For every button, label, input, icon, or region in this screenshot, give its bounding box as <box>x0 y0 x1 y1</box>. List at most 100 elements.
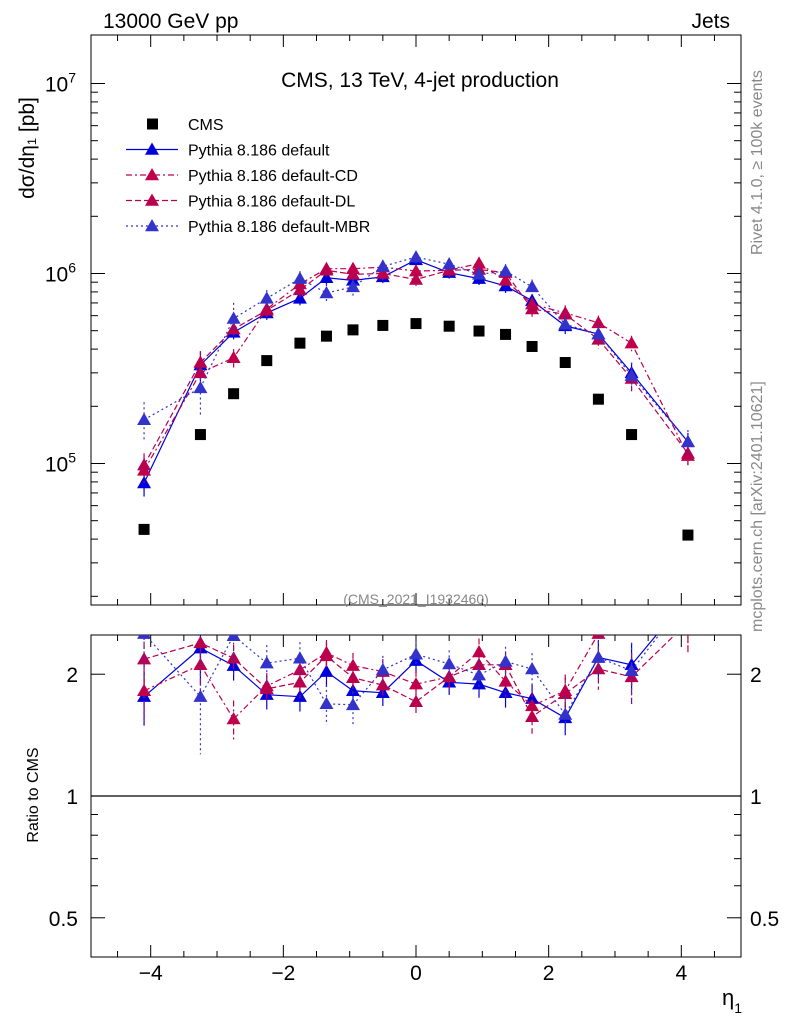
ratio-marker <box>498 654 513 667</box>
cms-data-point <box>320 330 332 342</box>
series-marker <box>409 250 423 263</box>
series-marker <box>319 263 334 276</box>
series-line <box>143 256 689 443</box>
ratio-marker <box>472 644 487 658</box>
legend-swatch-marker <box>145 142 159 155</box>
series-marker <box>375 259 390 272</box>
cms-data-point <box>682 529 694 541</box>
ratio-y-tick-label-left: 1 <box>66 786 78 809</box>
ticks-layer: −4 −2 0 2 4 105 106 107 0.5 0.5 1 1 2 2 <box>45 35 779 985</box>
series-marker <box>375 266 390 279</box>
cms-data-point <box>592 393 604 405</box>
series-marker <box>292 282 307 296</box>
analysis-id: (CMS_2021_I1932460) <box>343 591 489 607</box>
series-0 <box>138 318 694 541</box>
legend-label: Pythia 8.186 default-DL <box>188 194 355 211</box>
ratio-line <box>143 635 676 718</box>
ratio-y-tick-label-left: 2 <box>66 664 78 687</box>
ratio-marker <box>226 711 241 725</box>
ratio-marker <box>558 686 573 699</box>
series-marker <box>498 264 513 277</box>
ratio-marker <box>375 662 390 676</box>
ratio-marker <box>591 650 606 663</box>
ratio-marker <box>193 689 208 702</box>
rivet-label: Rivet 4.1.0, ≥ 100k events <box>749 70 766 255</box>
ratio-marker <box>226 635 241 641</box>
cms-data-point <box>559 357 571 369</box>
legend-label: Pythia 8.186 default-MBR <box>188 219 370 236</box>
legend-item: Pythia 8.186 default-CD <box>126 168 358 185</box>
series-marker <box>259 291 274 304</box>
cms-data-point <box>626 429 638 441</box>
ratio-marker <box>681 620 695 632</box>
series-marker <box>558 317 573 330</box>
series-marker <box>137 412 152 425</box>
ratio-marker <box>319 696 334 710</box>
series-3 <box>137 262 695 479</box>
ratio-marker <box>525 709 540 722</box>
series-marker <box>345 267 360 280</box>
x-tick-label: −4 <box>139 962 163 985</box>
y-tick-label: 107 <box>45 70 76 97</box>
ratio-marker <box>292 675 307 688</box>
series-marker <box>558 307 573 320</box>
series-marker <box>259 303 274 316</box>
cms-data-point <box>294 337 306 349</box>
ratio-series-layer <box>137 590 695 755</box>
cms-data-point <box>194 429 206 441</box>
y-tick-label: 105 <box>45 450 76 477</box>
series-marker <box>193 380 208 394</box>
cms-data-point <box>410 318 422 330</box>
series-marker <box>591 327 606 340</box>
series-marker <box>624 336 639 349</box>
ratio-marker <box>472 677 487 690</box>
ratio-y-tick-label-right: 2 <box>750 664 762 687</box>
ratio-marker <box>558 707 573 720</box>
ratio-marker <box>319 664 334 677</box>
legend-item: Pythia 8.186 default <box>126 142 330 160</box>
series-4 <box>137 250 695 456</box>
legend-item: Pythia 8.186 default-DL <box>126 193 355 211</box>
series-marker <box>226 311 241 324</box>
series-marker <box>319 285 334 299</box>
ratio-marker <box>137 683 152 697</box>
cms-data-point <box>347 324 359 336</box>
ratio-marker <box>681 590 695 602</box>
ratio-y-tick-label-right: 0.5 <box>750 908 779 931</box>
header-right: Jets <box>691 10 730 33</box>
ratio-marker <box>498 674 513 687</box>
ratio-marker <box>345 683 360 697</box>
legend-item: CMS <box>147 117 224 134</box>
legend-label: Pythia 8.186 default-CD <box>188 168 358 185</box>
ratio-marker <box>259 656 274 669</box>
mcplots-label: mcplots.cern.ch [arXiv:2401.10621] <box>749 381 766 632</box>
ratio-marker <box>137 635 152 639</box>
cms-data-point <box>443 320 455 332</box>
series-marker <box>680 434 695 448</box>
series-marker <box>442 257 457 270</box>
series-marker <box>525 302 540 315</box>
ratio-marker <box>319 648 334 662</box>
cms-data-point <box>377 319 389 331</box>
legend-swatch-marker <box>145 168 159 181</box>
ratio-marker <box>345 697 360 711</box>
series-marker <box>498 273 513 286</box>
legend-label: Pythia 8.186 default <box>188 143 330 160</box>
y-tick-label: 106 <box>45 260 76 287</box>
ratio-y-axis-label: Ratio to CMS <box>25 747 42 842</box>
ratio-marker <box>292 651 307 664</box>
ratio-marker <box>525 662 540 675</box>
x-axis-label: η1 <box>722 985 742 1016</box>
cms-data-point <box>138 523 150 535</box>
x-tick-label: 4 <box>675 962 687 985</box>
cms-data-point <box>526 340 538 352</box>
ratio-marker <box>226 651 241 664</box>
series-marker <box>292 291 307 304</box>
ratio-marker <box>409 694 423 707</box>
cms-data-point <box>261 355 273 367</box>
x-tick-label: 0 <box>410 962 422 985</box>
series-layer <box>137 250 695 541</box>
series-marker <box>591 315 606 329</box>
x-tick-label: 2 <box>543 962 555 985</box>
